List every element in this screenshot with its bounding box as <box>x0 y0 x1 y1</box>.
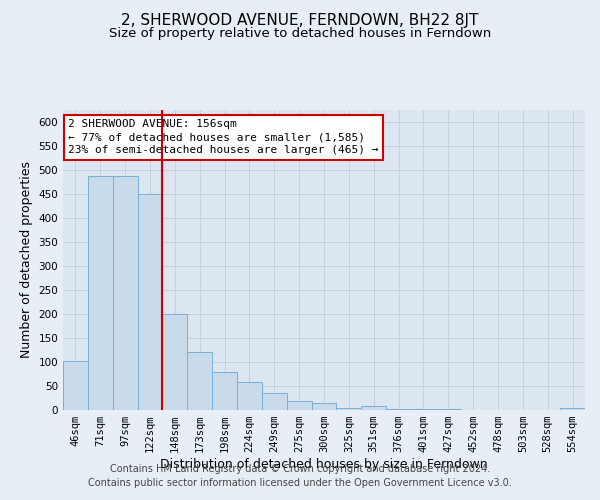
Bar <box>386 408 411 410</box>
Bar <box>361 406 386 410</box>
Bar <box>411 409 436 410</box>
Bar <box>560 408 585 410</box>
Text: 2 SHERWOOD AVENUE: 156sqm
← 77% of detached houses are smaller (1,585)
23% of se: 2 SHERWOOD AVENUE: 156sqm ← 77% of detac… <box>68 119 379 156</box>
Bar <box>287 402 311 410</box>
Bar <box>311 403 337 410</box>
Bar <box>212 372 237 410</box>
Bar <box>63 360 88 410</box>
Text: 2, SHERWOOD AVENUE, FERNDOWN, BH22 8JT: 2, SHERWOOD AVENUE, FERNDOWN, BH22 8JT <box>121 12 479 28</box>
Bar <box>262 393 287 410</box>
Bar <box>137 194 163 410</box>
Bar <box>163 314 187 410</box>
Bar <box>113 176 137 410</box>
Text: Contains HM Land Registry data © Crown copyright and database right 2024.
Contai: Contains HM Land Registry data © Crown c… <box>88 464 512 487</box>
Bar <box>88 176 113 410</box>
Bar <box>187 352 212 410</box>
Bar <box>436 408 461 410</box>
X-axis label: Distribution of detached houses by size in Ferndown: Distribution of detached houses by size … <box>160 458 488 471</box>
Text: Size of property relative to detached houses in Ferndown: Size of property relative to detached ho… <box>109 28 491 40</box>
Y-axis label: Number of detached properties: Number of detached properties <box>20 162 33 358</box>
Bar <box>337 408 361 410</box>
Bar <box>237 382 262 410</box>
